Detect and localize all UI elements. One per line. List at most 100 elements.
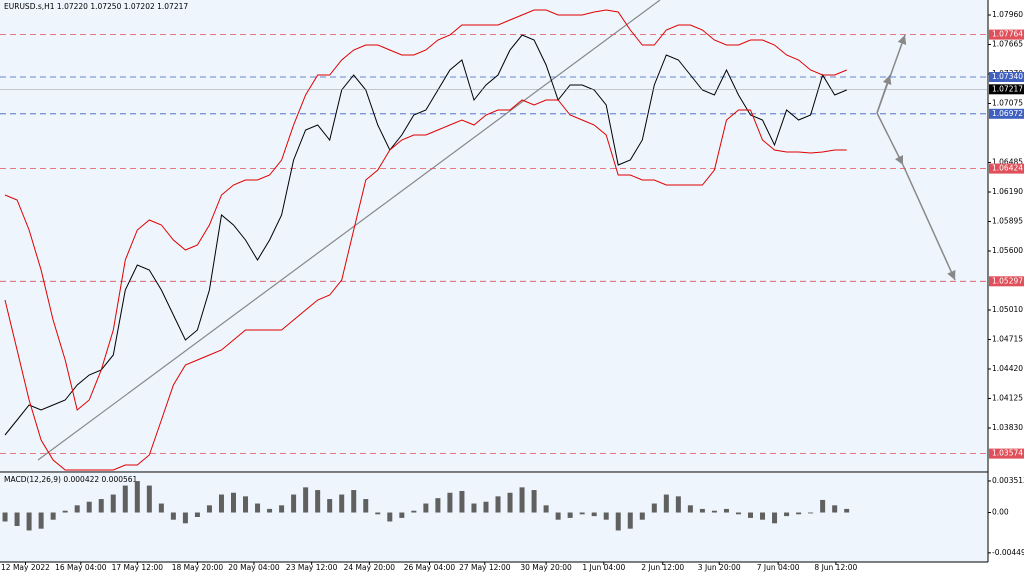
- macd-bar: [760, 512, 766, 520]
- macd-bar: [639, 512, 645, 520]
- x-tick-label: 24 May 20:00: [344, 563, 396, 572]
- x-tick-label: 12 May 2022: [1, 563, 50, 572]
- level-label: 1.05297: [992, 276, 1023, 285]
- macd-bar: [182, 512, 188, 524]
- arrow: [902, 164, 956, 281]
- level-label: 1.06424: [992, 164, 1023, 173]
- x-tick-label: 8 Jun 12:00: [814, 563, 857, 572]
- macd-bar: [86, 501, 92, 513]
- macd-bar: [387, 512, 393, 522]
- macd-bar: [543, 505, 549, 513]
- macd-bar: [723, 508, 729, 513]
- macd-bar: [483, 501, 489, 513]
- macd-bar: [255, 503, 261, 513]
- y-tick-label: -0.004493: [992, 548, 1024, 557]
- macd-bar: [279, 505, 285, 513]
- current-price-label: 1.07217: [992, 84, 1023, 93]
- y-tick-label: 0.003513: [992, 476, 1024, 485]
- macd-bar: [38, 512, 44, 529]
- macd-bar: [26, 512, 32, 531]
- arrow: [876, 34, 907, 114]
- macd-bar: [772, 512, 778, 524]
- y-tick-label: 1.06190: [992, 187, 1023, 196]
- macd-bar: [495, 496, 501, 513]
- macd-bar: [627, 512, 633, 529]
- macd-bar: [435, 498, 441, 513]
- level-tag: [989, 276, 1024, 287]
- y-tick-label: 1.06485: [992, 158, 1023, 167]
- macd-bar: [62, 510, 68, 513]
- macd-bar: [327, 499, 333, 513]
- macd-bar: [735, 512, 741, 515]
- macd-bar: [50, 512, 56, 520]
- level-tag: [989, 72, 1024, 82]
- macd-bar: [579, 512, 585, 515]
- macd-panel: [0, 473, 988, 562]
- macd-bar: [363, 499, 369, 513]
- x-tick-label: 30 May 20:00: [520, 563, 572, 572]
- macd-bar: [315, 490, 321, 513]
- x-tick-label: 18 May 20:00: [172, 563, 224, 572]
- x-tick-label: 1 Jun 04:00: [582, 563, 625, 572]
- x-tick-label: 2 Jun 12:00: [641, 563, 684, 572]
- y-tick-label: 1.07075: [992, 99, 1023, 108]
- macd-bar: [98, 499, 104, 513]
- y-tick-label: 1.05600: [992, 246, 1023, 255]
- level-label: 1.07764: [992, 30, 1023, 39]
- x-tick-label: 3 Jun 20:00: [698, 563, 741, 572]
- level-label: 1.07340: [992, 72, 1023, 81]
- macd-bar: [808, 512, 814, 514]
- macd-bar: [531, 490, 537, 513]
- macd-bar: [2, 512, 8, 522]
- macd-bar: [519, 487, 525, 513]
- y-tick-label: 1.05010: [992, 305, 1023, 314]
- macd-bar: [303, 487, 309, 513]
- macd-bar: [507, 492, 513, 513]
- macd-bar: [675, 496, 681, 513]
- level-tag: [989, 29, 1024, 40]
- y-tick-label: 1.07960: [992, 10, 1023, 19]
- macd-bar: [555, 512, 561, 520]
- macd-bar: [567, 512, 573, 518]
- level-label: 1.06972: [992, 109, 1023, 118]
- x-tick-label: 26 May 04:00: [404, 563, 456, 572]
- price-line: [4, 34, 847, 436]
- y-tick-label: 0.00: [992, 508, 1009, 517]
- macd-bar: [603, 512, 609, 520]
- macd-bar: [411, 510, 417, 513]
- x-tick-label: 16 May 04:00: [55, 563, 107, 572]
- y-tick-label: 1.04125: [992, 394, 1023, 403]
- macd-bar: [796, 512, 802, 515]
- y-tick-label: 1.07665: [992, 40, 1023, 49]
- y-tick-label: 1.05895: [992, 217, 1023, 226]
- y-tick-label: 1.04715: [992, 335, 1023, 344]
- macd-bar: [206, 505, 212, 513]
- x-tick-label: 7 Jun 04:00: [757, 563, 800, 572]
- macd-bar: [447, 492, 453, 513]
- macd-bar: [267, 508, 273, 513]
- macd-bar: [423, 503, 429, 513]
- bollinger-band: [4, 99, 847, 471]
- macd-bar: [243, 496, 249, 513]
- macd-bar: [146, 485, 152, 513]
- macd-bar: [399, 512, 405, 518]
- macd-bar: [158, 503, 164, 513]
- macd-bar: [122, 485, 128, 513]
- macd-bar: [170, 512, 176, 520]
- x-tick-label: 20 May 04:00: [228, 563, 280, 572]
- macd-bar: [820, 499, 826, 513]
- macd-bar: [651, 503, 657, 513]
- macd-bar: [832, 505, 838, 513]
- x-tick-label: 27 May 12:00: [459, 563, 511, 572]
- macd-bar: [351, 490, 357, 513]
- macd-title: MACD(12,26,9) 0.000422 0.000561: [4, 475, 138, 484]
- trend-line: [37, 0, 661, 461]
- macd-bar: [471, 503, 477, 513]
- main-panel: [0, 0, 988, 472]
- macd-bar: [291, 494, 297, 513]
- x-tick-label: 17 May 12:00: [112, 563, 164, 572]
- y-tick-label: 1.04420: [992, 364, 1023, 373]
- macd-bar: [699, 508, 705, 513]
- macd-bar: [663, 494, 669, 513]
